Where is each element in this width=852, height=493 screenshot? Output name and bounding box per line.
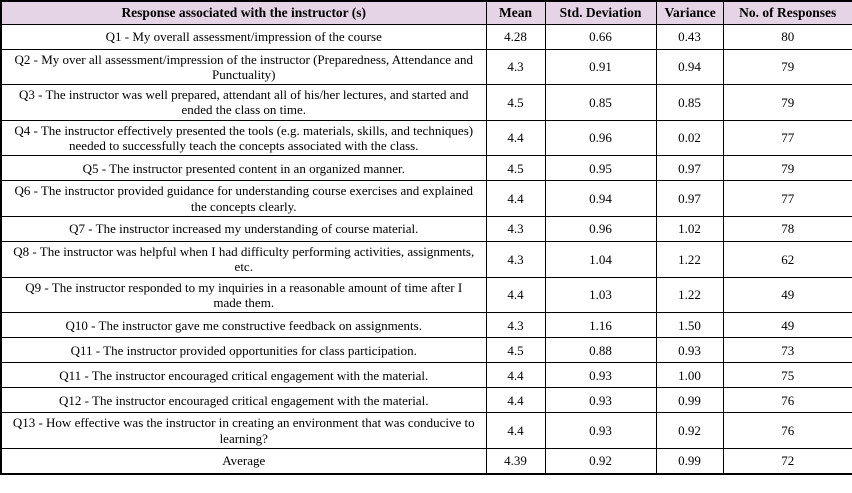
- variance-cell: 0.02: [655, 119, 724, 157]
- std-deviation-cell: 1.16: [544, 312, 657, 339]
- mean-cell: 4.4: [485, 276, 546, 314]
- table-row: Q2 - My over all assessment/impression o…: [0, 48, 852, 86]
- std-deviation-cell: 0.94: [544, 180, 657, 218]
- table-row: Q5 - The instructor presented content in…: [0, 155, 852, 182]
- std-deviation-cell: 0.66: [544, 23, 657, 50]
- mean-cell: 4.4: [485, 180, 546, 218]
- responses-cell: 72: [722, 448, 852, 475]
- mean-cell: 4.4: [485, 387, 546, 414]
- mean-cell: 4.28: [485, 23, 546, 50]
- variance-cell: 0.92: [655, 412, 724, 450]
- responses-cell: 75: [722, 362, 852, 389]
- table-row: Q6 - The instructor provided guidance fo…: [0, 180, 852, 218]
- std-deviation-cell: 0.85: [544, 84, 657, 121]
- question-cell: Q10 - The instructor gave me constructiv…: [0, 312, 487, 339]
- question-cell: Q11 - The instructor provided opportunit…: [0, 337, 487, 364]
- std-deviation-cell: 0.95: [544, 155, 657, 182]
- variance-cell: 0.94: [655, 48, 724, 86]
- table-row: Q9 - The instructor responded to my inqu…: [0, 276, 852, 314]
- table-row: Q3 - The instructor was well prepared, a…: [0, 84, 852, 121]
- std-deviation-cell: 0.92: [544, 448, 657, 475]
- column-header-response: Response associated with the instructor …: [0, 0, 487, 25]
- variance-cell: 1.02: [655, 216, 724, 243]
- table-row: Q11 - The instructor provided opportunit…: [0, 337, 852, 364]
- variance-cell: 0.97: [655, 180, 724, 218]
- header-row: Response associated with the instructor …: [0, 0, 852, 25]
- table-row: Q10 - The instructor gave me constructiv…: [0, 312, 852, 339]
- column-header-std-deviation: Std. Deviation: [544, 0, 657, 25]
- average-row: Average 4.39 0.92 0.99 72: [0, 448, 852, 475]
- variance-cell: 0.93: [655, 337, 724, 364]
- table-row: Q8 - The instructor was helpful when I h…: [0, 241, 852, 278]
- table-row: Q11 - The instructor encouraged critical…: [0, 362, 852, 389]
- question-cell: Q12 - The instructor encouraged critical…: [0, 387, 487, 414]
- responses-cell: 78: [722, 216, 852, 243]
- responses-cell: 80: [722, 23, 852, 50]
- responses-cell: 76: [722, 387, 852, 414]
- evaluation-table: Response associated with the instructor …: [0, 0, 852, 475]
- question-cell: Q11 - The instructor encouraged critical…: [0, 362, 487, 389]
- question-cell: Q13 - How effective was the instructor i…: [0, 412, 487, 450]
- mean-cell: 4.4: [485, 362, 546, 389]
- variance-cell: 0.97: [655, 155, 724, 182]
- question-cell: Q3 - The instructor was well prepared, a…: [0, 84, 487, 121]
- mean-cell: 4.3: [485, 216, 546, 243]
- responses-cell: 79: [722, 155, 852, 182]
- mean-cell: 4.3: [485, 312, 546, 339]
- std-deviation-cell: 0.93: [544, 412, 657, 450]
- responses-cell: 79: [722, 48, 852, 86]
- question-cell: Q9 - The instructor responded to my inqu…: [0, 276, 487, 314]
- responses-cell: 73: [722, 337, 852, 364]
- question-cell: Q2 - My over all assessment/impression o…: [0, 48, 487, 86]
- question-cell: Q4 - The instructor effectively presente…: [0, 119, 487, 157]
- variance-cell: 1.22: [655, 241, 724, 278]
- std-deviation-cell: 1.04: [544, 241, 657, 278]
- std-deviation-cell: 0.91: [544, 48, 657, 86]
- variance-cell: 1.50: [655, 312, 724, 339]
- column-header-mean: Mean: [485, 0, 546, 25]
- column-header-responses: No. of Responses: [722, 0, 852, 25]
- question-cell: Q6 - The instructor provided guidance fo…: [0, 180, 487, 218]
- variance-cell: 0.43: [655, 23, 724, 50]
- column-header-variance: Variance: [655, 0, 724, 25]
- table-body: Q1 - My overall assessment/impression of…: [0, 23, 852, 475]
- mean-cell: 4.3: [485, 48, 546, 86]
- question-cell: Q5 - The instructor presented content in…: [0, 155, 487, 182]
- question-cell: Q7 - The instructor increased my underst…: [0, 216, 487, 243]
- responses-cell: 49: [722, 312, 852, 339]
- std-deviation-cell: 0.93: [544, 387, 657, 414]
- question-cell: Q1 - My overall assessment/impression of…: [0, 23, 487, 50]
- variance-cell: 0.99: [655, 448, 724, 475]
- variance-cell: 1.00: [655, 362, 724, 389]
- responses-cell: 62: [722, 241, 852, 278]
- responses-cell: 77: [722, 180, 852, 218]
- variance-cell: 1.22: [655, 276, 724, 314]
- mean-cell: 4.5: [485, 155, 546, 182]
- std-deviation-cell: 0.96: [544, 216, 657, 243]
- std-deviation-cell: 0.88: [544, 337, 657, 364]
- table-row: Q7 - The instructor increased my underst…: [0, 216, 852, 243]
- std-deviation-cell: 1.03: [544, 276, 657, 314]
- mean-cell: 4.3: [485, 241, 546, 278]
- mean-cell: 4.4: [485, 412, 546, 450]
- std-deviation-cell: 0.93: [544, 362, 657, 389]
- mean-cell: 4.5: [485, 337, 546, 364]
- variance-cell: 0.99: [655, 387, 724, 414]
- question-cell: Q8 - The instructor was helpful when I h…: [0, 241, 487, 278]
- responses-cell: 49: [722, 276, 852, 314]
- table-row: Q12 - The instructor encouraged critical…: [0, 387, 852, 414]
- table-row: Q4 - The instructor effectively presente…: [0, 119, 852, 157]
- mean-cell: 4.4: [485, 119, 546, 157]
- variance-cell: 0.85: [655, 84, 724, 121]
- std-deviation-cell: 0.96: [544, 119, 657, 157]
- mean-cell: 4.5: [485, 84, 546, 121]
- table-row: Q1 - My overall assessment/impression of…: [0, 23, 852, 50]
- mean-cell: 4.39: [485, 448, 546, 475]
- question-cell: Average: [0, 448, 487, 475]
- responses-cell: 76: [722, 412, 852, 450]
- table-row: Q13 - How effective was the instructor i…: [0, 412, 852, 450]
- responses-cell: 77: [722, 119, 852, 157]
- responses-cell: 79: [722, 84, 852, 121]
